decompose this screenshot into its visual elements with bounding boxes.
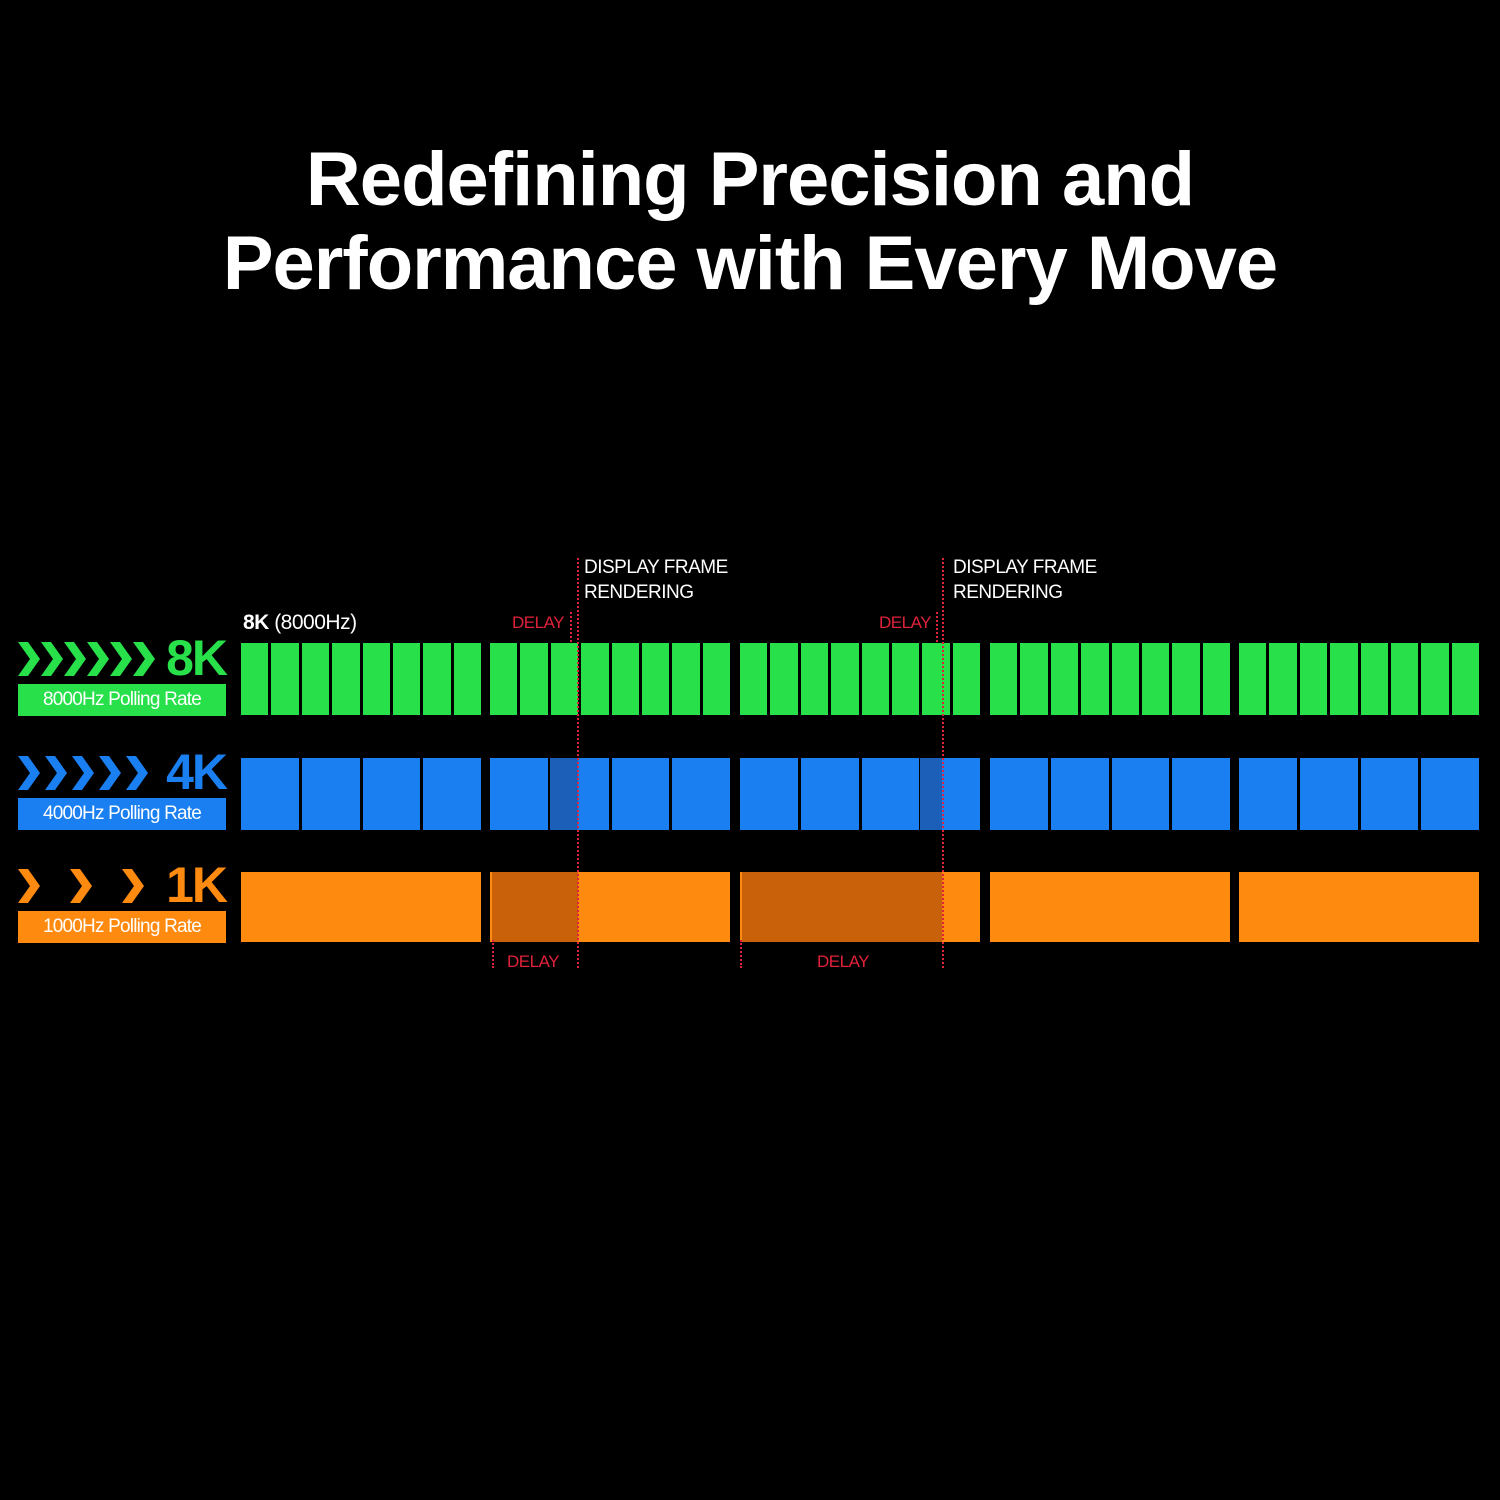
8k-sample-bar bbox=[800, 643, 829, 715]
chevron-right-icon bbox=[18, 869, 144, 903]
8k-sample-bar bbox=[891, 643, 920, 715]
8k-sample-bar bbox=[1020, 643, 1048, 715]
delay-marker-line bbox=[570, 612, 572, 642]
1k-sample-bar bbox=[1239, 872, 1479, 942]
8k-sample-bar bbox=[922, 643, 950, 715]
4k-sample-bar bbox=[800, 758, 859, 830]
delay-shade-4k bbox=[920, 758, 942, 830]
8k-sample-bar bbox=[672, 643, 700, 715]
4k-sample-bar bbox=[1421, 758, 1479, 830]
4k-sample-bar bbox=[301, 758, 360, 830]
8k-sample-bar bbox=[1269, 643, 1297, 715]
delay-shade-4k bbox=[550, 758, 578, 830]
4k-sample-bar bbox=[490, 758, 548, 830]
8k-sample-bar bbox=[1172, 643, 1200, 715]
8k-sample-bar bbox=[581, 643, 609, 715]
4k-sample-bar bbox=[672, 758, 730, 830]
1k-sample-bar bbox=[241, 872, 481, 942]
delay-label-top-1: DELAY bbox=[512, 613, 565, 632]
delay-label-bottom-2: DELAY bbox=[817, 952, 870, 971]
8k-sample-bar bbox=[1141, 643, 1170, 715]
8k-sample-bar bbox=[241, 643, 269, 715]
8k-sample-bar bbox=[550, 643, 579, 715]
8k-sample-bar bbox=[1202, 643, 1230, 715]
4k-sample-bar bbox=[990, 758, 1048, 830]
8k-sample-bar bbox=[952, 643, 980, 715]
delay-label-top-2: DELAY bbox=[879, 613, 932, 632]
badge-4k-subtitle: 4000Hz Polling Rate bbox=[18, 798, 226, 830]
delay-label-bottom-1: DELAY bbox=[507, 952, 560, 971]
8k-sample-bar bbox=[611, 643, 639, 715]
1k-sample-bar bbox=[990, 872, 1230, 942]
display-frame-label-1-line2: RENDERING bbox=[584, 582, 694, 603]
delay-marker-line bbox=[936, 612, 938, 642]
rate-label-bold: 8K bbox=[243, 611, 269, 634]
frame-render-line bbox=[942, 558, 944, 968]
polling-badge-8k: 8K 8000Hz Polling Rate bbox=[18, 630, 228, 716]
4k-sample-bar bbox=[423, 758, 481, 830]
polling-badge-4k: 4K 4000Hz Polling Rate bbox=[18, 744, 228, 830]
8k-sample-bar bbox=[271, 643, 299, 715]
badge-8k-title: 8K bbox=[166, 630, 228, 686]
8k-sample-bar bbox=[1360, 643, 1388, 715]
page-title: Redefining Precision and Performance wit… bbox=[0, 138, 1500, 306]
8k-sample-bar bbox=[740, 643, 768, 715]
delay-marker-line bbox=[492, 940, 494, 968]
8k-sample-bar bbox=[1390, 643, 1419, 715]
4k-sample-bar bbox=[1299, 758, 1358, 830]
8k-sample-bar bbox=[1239, 643, 1267, 715]
8k-sample-bar bbox=[453, 643, 481, 715]
8k-sample-bar bbox=[301, 643, 330, 715]
polling-badge-1k: 1K 1000Hz Polling Rate bbox=[18, 857, 228, 943]
4k-sample-bar bbox=[1111, 758, 1170, 830]
delay-shade-1k bbox=[742, 872, 942, 942]
4k-sample-bar bbox=[611, 758, 670, 830]
8k-sample-bar bbox=[861, 643, 889, 715]
8k-sample-bar bbox=[332, 643, 360, 715]
8k-sample-bar bbox=[702, 643, 730, 715]
8k-sample-bar bbox=[1451, 643, 1479, 715]
chevron-right-icon bbox=[18, 756, 148, 790]
title-line-1: Redefining Precision and bbox=[305, 137, 1195, 222]
badge-4k-title: 4K bbox=[166, 744, 228, 800]
8k-sample-bar bbox=[392, 643, 421, 715]
4k-sample-bar bbox=[1239, 758, 1297, 830]
rate-label-rest: (8000Hz) bbox=[268, 611, 357, 634]
4k-sample-bar bbox=[740, 758, 798, 830]
frame-render-line bbox=[577, 558, 579, 968]
title-line-2: Performance with Every Move bbox=[222, 221, 1278, 306]
8k-sample-bar bbox=[1330, 643, 1358, 715]
8k-sample-bar bbox=[641, 643, 670, 715]
delay-shade-1k bbox=[492, 872, 578, 942]
8k-sample-bar bbox=[1421, 643, 1449, 715]
display-frame-label-1: DISPLAY FRAME RENDERING bbox=[584, 555, 728, 605]
badge-8k-subtitle: 8000Hz Polling Rate bbox=[18, 684, 226, 716]
8k-sample-bar bbox=[990, 643, 1018, 715]
8k-sample-bar bbox=[1050, 643, 1079, 715]
8k-sample-bar bbox=[831, 643, 859, 715]
badge-1k-title: 1K bbox=[166, 857, 228, 913]
display-frame-label-2: DISPLAY FRAME RENDERING bbox=[953, 555, 1097, 605]
8k-sample-bar bbox=[1111, 643, 1139, 715]
8k-sample-bar bbox=[423, 643, 451, 715]
display-frame-label-1-line1: DISPLAY FRAME bbox=[584, 557, 728, 578]
4k-sample-bar bbox=[1050, 758, 1109, 830]
delay-marker-line bbox=[740, 940, 742, 968]
8k-sample-bar bbox=[1081, 643, 1109, 715]
8k-sample-bar bbox=[490, 643, 518, 715]
rate-label: 8K (8000Hz) bbox=[243, 610, 357, 635]
4k-sample-bar bbox=[1360, 758, 1419, 830]
badge-1k-subtitle: 1000Hz Polling Rate bbox=[18, 911, 226, 943]
chevron-right-icon bbox=[18, 642, 155, 676]
8k-sample-bar bbox=[520, 643, 548, 715]
display-frame-label-2-line2: RENDERING bbox=[953, 582, 1063, 603]
4k-sample-bar bbox=[241, 758, 299, 830]
8k-sample-bar bbox=[770, 643, 798, 715]
4k-sample-bar bbox=[861, 758, 920, 830]
4k-sample-bar bbox=[1172, 758, 1230, 830]
4k-sample-bar bbox=[362, 758, 421, 830]
display-frame-label-2-line1: DISPLAY FRAME bbox=[953, 557, 1097, 578]
8k-sample-bar bbox=[1299, 643, 1328, 715]
8k-sample-bar bbox=[362, 643, 390, 715]
